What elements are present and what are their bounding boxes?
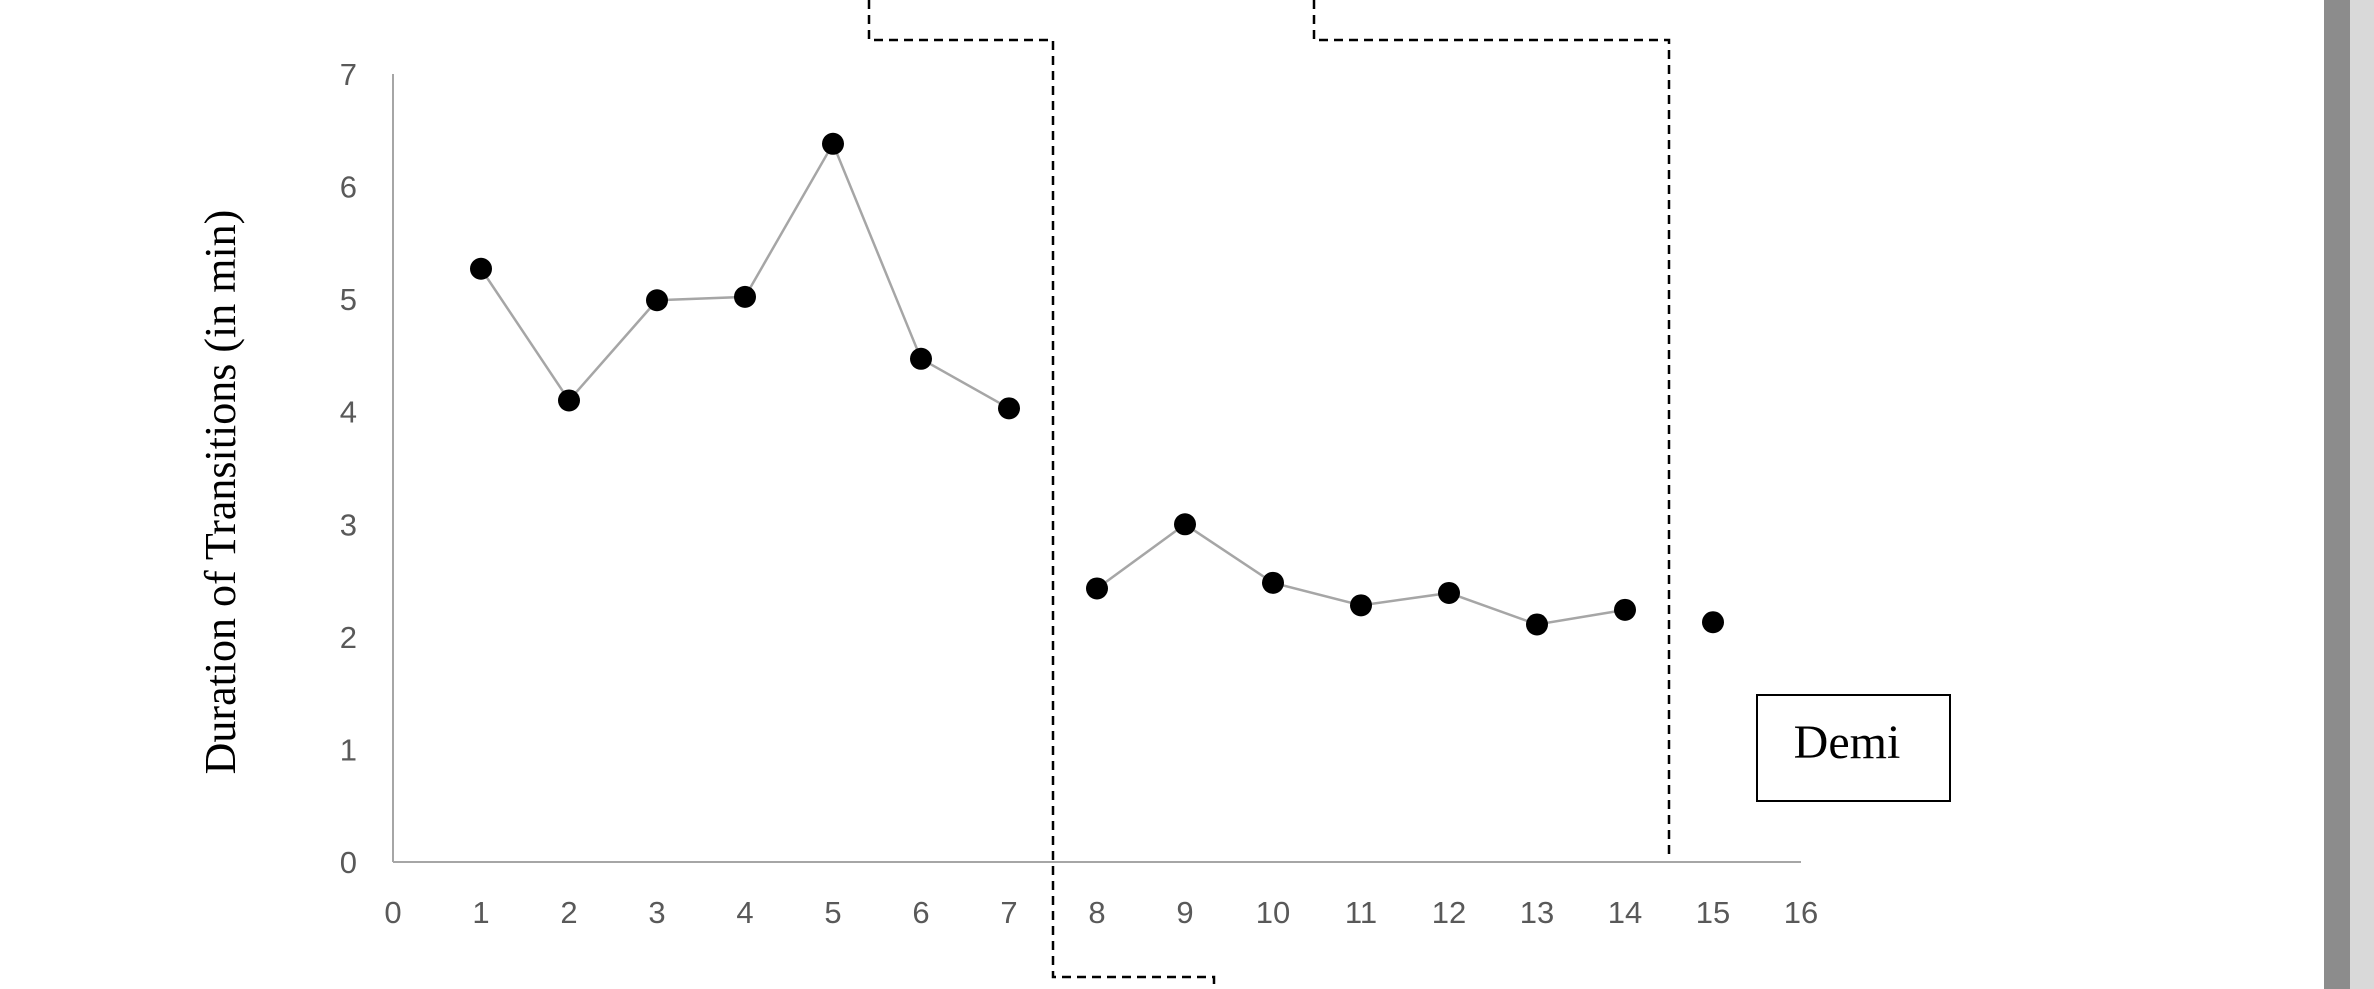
data-point [1350, 594, 1372, 617]
axes [392, 74, 1801, 863]
x-tick-labels: 0 1 2 3 4 5 6 7 8 9 10 11 12 13 14 15 16 [384, 895, 1818, 930]
y-tick-label: 6 [340, 170, 357, 205]
data-point [1438, 581, 1460, 604]
x-tick-label: 9 [1176, 895, 1193, 930]
x-tick-label: 3 [648, 895, 665, 930]
data-point [822, 132, 844, 155]
x-tick-label: 14 [1608, 895, 1642, 930]
series-points [470, 132, 1724, 636]
data-point [998, 397, 1020, 420]
phase-change-lines [867, 0, 1671, 989]
y-axis-label: Duration of Transitions (in min) [196, 210, 245, 775]
x-tick-label: 10 [1256, 895, 1290, 930]
data-point [910, 347, 932, 370]
y-tick-label: 7 [340, 57, 357, 92]
x-tick-label: 6 [912, 895, 929, 930]
phase-change-line-2 [1312, 0, 1671, 855]
x-tick-label: 2 [560, 895, 577, 930]
x-tick-label: 13 [1520, 895, 1554, 930]
x-tick-label: 8 [1088, 895, 1105, 930]
data-point [646, 289, 668, 312]
x-tick-label: 4 [736, 895, 753, 930]
phase-change-line-1 [867, 0, 1216, 989]
data-point [734, 285, 756, 308]
data-point [1526, 613, 1548, 636]
x-tick-label: 16 [1784, 895, 1818, 930]
y-tick-label: 3 [340, 507, 357, 542]
annotation-label: Demi [1794, 716, 1901, 769]
data-point [470, 257, 492, 280]
window-edge-light [2350, 0, 2374, 989]
x-tick-label: 7 [1000, 895, 1017, 930]
y-tick-label: 5 [340, 282, 357, 317]
y-tick-labels: 0 1 2 3 4 5 6 7 [340, 57, 357, 880]
data-point [1174, 513, 1196, 536]
x-tick-label: 0 [384, 895, 401, 930]
data-point [1614, 598, 1636, 621]
window-edge-gray [2324, 0, 2350, 989]
data-point [1086, 577, 1108, 600]
y-tick-label: 0 [340, 845, 357, 880]
x-tick-label: 11 [1345, 895, 1377, 930]
data-point [558, 389, 580, 412]
y-tick-label: 2 [340, 620, 357, 655]
series-line-segment [479, 140, 1010, 410]
y-tick-label: 4 [340, 395, 357, 430]
x-tick-label: 5 [824, 895, 841, 930]
y-tick-label: 1 [340, 732, 357, 767]
annotation-box: Demi [1756, 694, 1951, 802]
annotation-box-frame [1756, 694, 1951, 802]
x-tick-label: 12 [1432, 895, 1466, 930]
x-tick-label: 1 [472, 895, 489, 930]
data-point [1262, 571, 1284, 594]
data-point [1702, 611, 1724, 634]
x-tick-label: 15 [1696, 895, 1730, 930]
